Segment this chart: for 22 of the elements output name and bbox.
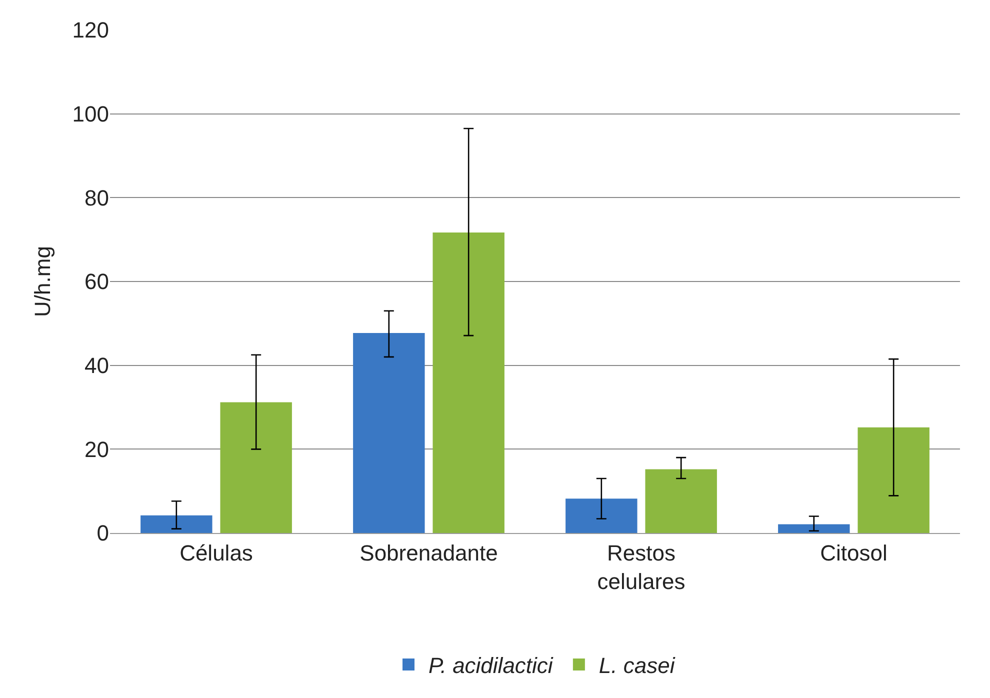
y-axis-title: U/h.mg [30, 246, 56, 317]
x-tick-label: Restos celulares [597, 540, 686, 594]
bar [353, 333, 425, 533]
x-tick-label: Células [180, 540, 253, 566]
bar [858, 427, 930, 533]
bar [778, 524, 850, 533]
x-tick-label: Citosol [820, 540, 888, 566]
y-tick-label: 40 [84, 353, 109, 378]
x-tick-label: Sobrenadante [360, 540, 498, 566]
y-tick-label: 60 [84, 269, 109, 294]
y-tick-label: 0 [96, 520, 109, 546]
y-tick-label: 120 [72, 18, 109, 43]
bar [220, 402, 292, 533]
legend-label: L. casei [598, 653, 676, 678]
y-tick-label: 20 [84, 436, 109, 462]
bar [140, 515, 212, 533]
y-tick-label: 100 [72, 102, 109, 127]
y-tick-label: 80 [84, 185, 109, 210]
bar [645, 469, 717, 533]
legend-label: P. acidilactici [428, 653, 554, 678]
bar [432, 232, 504, 533]
bar [566, 498, 638, 533]
